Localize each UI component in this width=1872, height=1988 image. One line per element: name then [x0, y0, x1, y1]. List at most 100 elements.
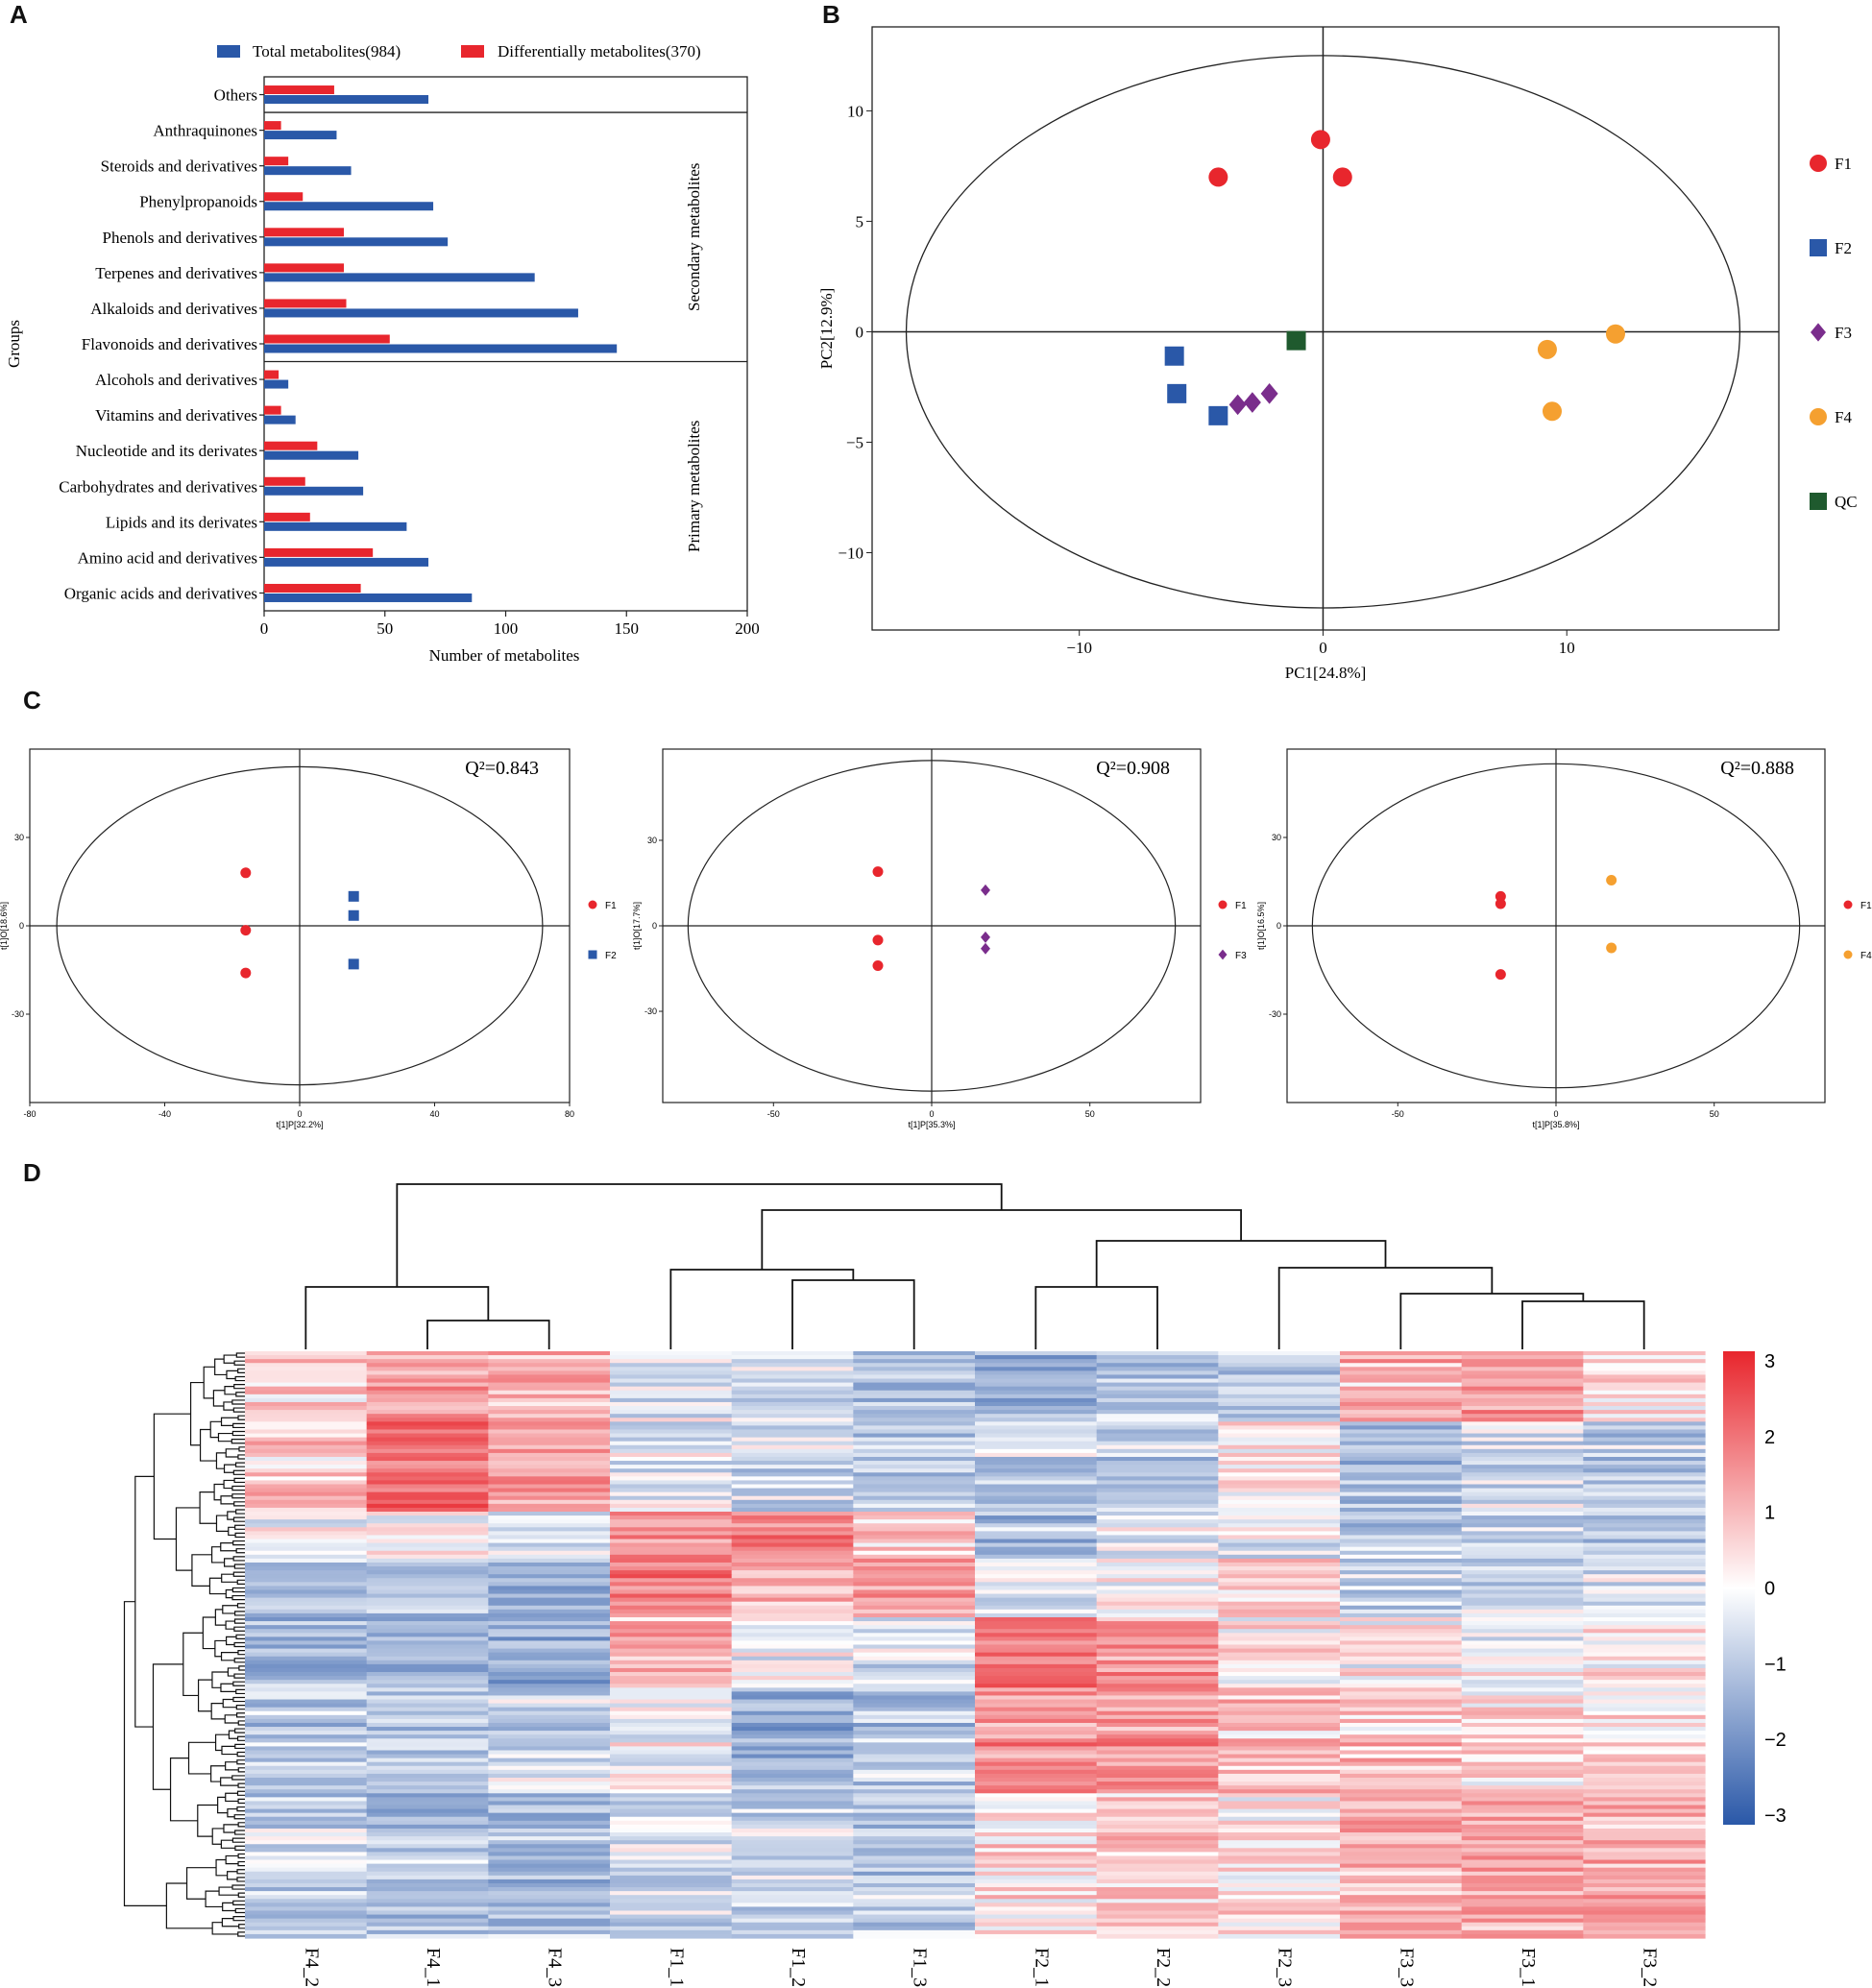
- heatmap-cell: [731, 1710, 854, 1716]
- heatmap-cell: [366, 1742, 489, 1748]
- heatmap-cell: [731, 1574, 854, 1579]
- heatmap-cell: [1461, 1765, 1584, 1771]
- heatmap-cell: [366, 1926, 489, 1931]
- heatmap-cell: [245, 1414, 368, 1418]
- heatmap-cell: [1583, 1816, 1706, 1822]
- heatmap-cell: [488, 1714, 611, 1720]
- heatmap-cell: [245, 1710, 368, 1716]
- heatmap-cell: [731, 1852, 854, 1857]
- y-tick-label: 0: [652, 921, 657, 931]
- heatmap-cell: [975, 1609, 1098, 1614]
- colorbar: [1723, 1351, 1755, 1825]
- bar-differential: [264, 299, 347, 308]
- y-tick-label: -30: [644, 1006, 657, 1016]
- x-tick-label: 200: [735, 619, 760, 638]
- heatmap-cell: [610, 1879, 733, 1884]
- heatmap-cell: [731, 1742, 854, 1748]
- heatmap-cell: [610, 1495, 733, 1501]
- heatmap-cell: [1340, 1640, 1463, 1646]
- heatmap-cell: [366, 1512, 489, 1516]
- row-dendrogram-branch: [169, 1758, 198, 1822]
- heatmap-cell: [731, 1844, 854, 1849]
- heatmap-cell: [975, 1612, 1098, 1618]
- heatmap-cell: [1583, 1523, 1706, 1528]
- heatmap-cell: [975, 1687, 1098, 1692]
- heatmap-cell: [1340, 1621, 1463, 1626]
- heatmap-cell: [366, 1895, 489, 1900]
- row-dendrogram-branch: [187, 1741, 216, 1775]
- heatmap-cell: [610, 1824, 733, 1830]
- heatmap-cell: [1218, 1448, 1341, 1454]
- row-dendrogram-branch: [215, 1515, 229, 1532]
- heatmap-cell: [1096, 1491, 1219, 1497]
- heatmap-cell: [1340, 1859, 1463, 1865]
- heatmap-cell: [1096, 1535, 1219, 1540]
- heatmap-cell: [610, 1785, 733, 1790]
- heatmap-cell: [1340, 1625, 1463, 1630]
- row-dendrogram-branch: [222, 1902, 236, 1912]
- heatmap-cell: [1461, 1718, 1584, 1724]
- heatmap-cell: [731, 1586, 854, 1591]
- heatmap-cell: [1096, 1414, 1219, 1418]
- heatmap-cell: [488, 1382, 611, 1388]
- heatmap-cell: [245, 1754, 368, 1759]
- heatmap-cell: [1340, 1574, 1463, 1579]
- heatmap-cell: [1461, 1437, 1584, 1443]
- row-dendrogram-branch: [227, 1807, 237, 1818]
- heatmap-cell: [488, 1789, 611, 1794]
- heatmap-cell: [731, 1882, 854, 1888]
- heatmap-cell: [1583, 1882, 1706, 1888]
- heatmap-cell: [975, 1910, 1098, 1916]
- heatmap-cell: [853, 1805, 976, 1810]
- heatmap-cell: [731, 1903, 854, 1908]
- heatmap-cell: [1340, 1887, 1463, 1892]
- heatmap-cell: [610, 1863, 733, 1869]
- heatmap-cell: [1218, 1574, 1341, 1579]
- bar-total: [264, 450, 359, 460]
- heatmap-cell: [1218, 1746, 1341, 1752]
- heatmap-cell: [488, 1867, 611, 1873]
- heatmap-cell: [975, 1882, 1098, 1888]
- heatmap-cell: [731, 1495, 854, 1501]
- heatmap-cell: [366, 1929, 489, 1935]
- x-tick-label: 80: [565, 1109, 574, 1119]
- heatmap-cell: [1096, 1550, 1219, 1556]
- heatmap-cell: [245, 1390, 368, 1395]
- heatmap-cell: [853, 1566, 976, 1571]
- heatmap-cell: [1340, 1929, 1463, 1935]
- heatmap-cell: [1096, 1484, 1219, 1490]
- heatmap-cell: [1218, 1593, 1341, 1599]
- heatmap-cell: [245, 1429, 368, 1435]
- heatmap-cell: [245, 1625, 368, 1630]
- colorbar-tick-label: 3: [1764, 1351, 1775, 1372]
- heatmap-cell: [853, 1691, 976, 1697]
- heatmap-cell: [488, 1425, 611, 1431]
- heatmap-cell: [610, 1519, 733, 1524]
- y-tick-label: 30: [647, 836, 657, 845]
- bar-differential: [264, 157, 289, 166]
- heatmap-cell: [366, 1844, 489, 1849]
- row-dendrogram-branch: [234, 1907, 245, 1914]
- heatmap-cell: [488, 1903, 611, 1908]
- heatmap-cell: [731, 1656, 854, 1661]
- heatmap-cell: [853, 1512, 976, 1516]
- legend-label-total: Total metabolites(984): [253, 42, 401, 61]
- x-axis-title: t[1]P[35.3%]: [908, 1120, 955, 1129]
- heatmap-cell: [731, 1491, 854, 1497]
- row-dendrogram-branch: [224, 1714, 239, 1724]
- heatmap-cell: [245, 1918, 368, 1924]
- heatmap-cell: [1461, 1456, 1584, 1462]
- heatmap-cell: [610, 1527, 733, 1532]
- heatmap-cell: [1096, 1816, 1219, 1822]
- heatmap-cell: [1461, 1863, 1584, 1869]
- heatmap-cell: [488, 1612, 611, 1618]
- heatmap-cell: [1218, 1879, 1341, 1884]
- heatmap-cell: [1583, 1703, 1706, 1709]
- heatmap-cell: [488, 1535, 611, 1540]
- point-f1: [240, 925, 252, 936]
- heatmap-cell: [853, 1836, 976, 1841]
- heatmap-cell: [1583, 1397, 1706, 1403]
- heatmap-cell: [1218, 1750, 1341, 1756]
- heatmap-cell: [731, 1746, 854, 1752]
- heatmap-cell: [1096, 1852, 1219, 1857]
